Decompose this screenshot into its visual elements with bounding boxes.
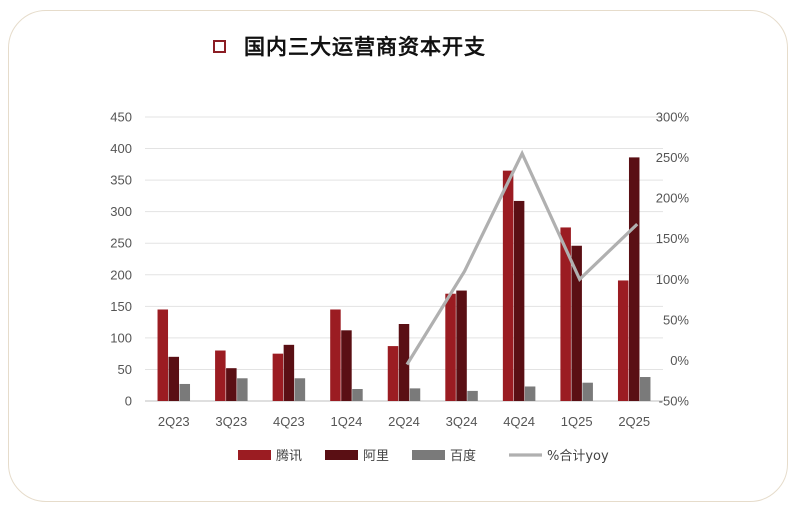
title-square-icon — [213, 39, 226, 53]
x-tick-label: 2Q24 — [388, 414, 420, 429]
bar-百度-4Q24 — [524, 386, 536, 401]
legend-label-腾讯: 腾讯 — [276, 448, 302, 464]
x-tick-label: 2Q25 — [618, 414, 650, 429]
bar-阿里-4Q23 — [283, 344, 295, 401]
bar-百度-3Q24 — [467, 390, 478, 401]
bar-腾讯-2Q23 — [157, 309, 169, 401]
y-left-tick-label: 450 — [110, 110, 132, 125]
legend-swatch-百度 — [412, 450, 445, 460]
bar-百度-2Q23 — [179, 383, 191, 401]
y-left-tick-label: 50 — [118, 362, 132, 377]
legend-swatch-腾讯 — [238, 450, 271, 460]
bar-阿里-2Q25 — [628, 157, 640, 401]
y-right-tick-label: 200% — [656, 191, 690, 206]
y-right-tick-label: 150% — [656, 231, 690, 246]
bar-阿里-3Q24 — [456, 290, 467, 401]
bar-腾讯-2Q25 — [617, 280, 629, 401]
y-left-tick-label: 300 — [110, 204, 132, 219]
bar-阿里-4Q24 — [513, 200, 525, 401]
y-right-tick-label: 0% — [670, 353, 689, 368]
y-left-tick-label: 100 — [110, 330, 132, 345]
legend-swatch-阿里 — [325, 450, 358, 460]
bar-百度-4Q23 — [294, 378, 306, 401]
y-left-tick-label: 0 — [125, 394, 132, 409]
bar-百度-1Q24 — [352, 389, 363, 401]
bar-阿里-1Q24 — [341, 330, 352, 401]
y-left-tick-label: 200 — [110, 267, 132, 282]
bar-腾讯-2Q24 — [387, 346, 399, 401]
bar-腾讯-1Q24 — [330, 309, 341, 401]
bar-百度-2Q24 — [409, 388, 421, 401]
y-right-tick-label: 250% — [656, 150, 690, 165]
legend-label-阿里: 阿里 — [363, 449, 389, 464]
y-left-tick-label: 150 — [110, 299, 132, 314]
bar-百度-3Q23 — [237, 378, 248, 401]
line-yoy — [405, 149, 639, 366]
x-tick-label: 2Q23 — [158, 414, 190, 429]
x-tick-label: 3Q24 — [446, 414, 478, 429]
y-right-tick-label: 300% — [656, 110, 690, 125]
x-tick-label: 4Q24 — [503, 414, 535, 429]
x-tick-label: 1Q24 — [331, 414, 363, 429]
chart-title-row: 国内三大运营商资本开支 — [213, 30, 486, 62]
legend-label-百度: 百度 — [450, 448, 476, 464]
x-tick-label: 4Q23 — [273, 414, 305, 429]
y-left-tick-label: 250 — [110, 236, 132, 251]
bar-百度-1Q25 — [582, 382, 593, 401]
y-left-tick-label: 350 — [110, 173, 132, 188]
y-right-tick-label: 100% — [656, 272, 690, 287]
bar-阿里-3Q23 — [226, 368, 237, 401]
x-tick-label: 3Q23 — [215, 414, 247, 429]
bar-百度-2Q25 — [639, 377, 651, 401]
bar-腾讯-1Q25 — [560, 227, 571, 401]
bar-腾讯-3Q24 — [445, 293, 456, 401]
y-right-tick-label: -50% — [659, 394, 690, 409]
x-tick-label: 1Q25 — [561, 414, 593, 429]
chart-title: 国内三大运营商资本开支 — [244, 35, 486, 59]
bar-腾讯-4Q23 — [272, 353, 284, 401]
legend-label-yoy: %合计yoy — [547, 449, 609, 464]
y-left-tick-label: 400 — [110, 141, 132, 156]
bar-阿里-2Q24 — [398, 324, 410, 401]
bar-腾讯-4Q24 — [502, 170, 514, 401]
y-right-tick-label: 50% — [663, 312, 689, 327]
bar-阿里-2Q23 — [168, 356, 180, 401]
chart-card — [8, 10, 788, 502]
bar-阿里-1Q25 — [571, 245, 582, 401]
bar-腾讯-3Q23 — [215, 350, 226, 401]
